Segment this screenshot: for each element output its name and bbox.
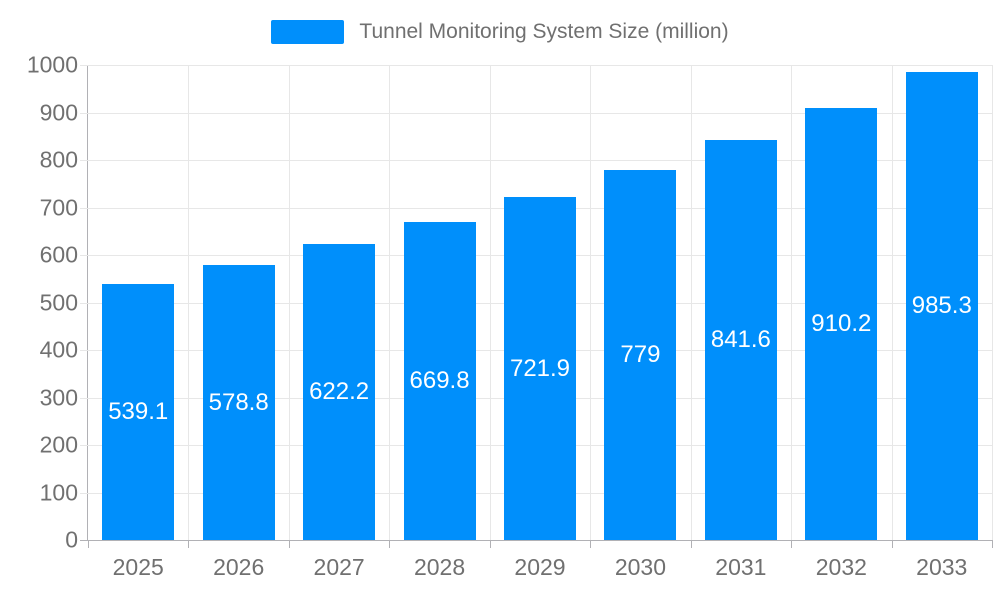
x-axis-label: 2029 (514, 554, 566, 580)
y-axis-label: 600 (39, 241, 78, 268)
x-axis-tick (389, 540, 391, 548)
bar-value-label: 910.2 (811, 309, 872, 337)
bar-value-label: 669.8 (409, 366, 470, 394)
bar-value-label: 578.8 (208, 388, 269, 416)
bar[interactable]: 910.2 (805, 107, 878, 540)
legend-marker (271, 20, 345, 44)
x-axis-label: 2031 (715, 554, 767, 580)
v-gridline (389, 65, 391, 540)
bar[interactable]: 669.8 (403, 221, 476, 540)
x-axis-tick (791, 540, 793, 548)
bar[interactable]: 841.6 (704, 140, 777, 540)
y-axis-label: 100 (39, 479, 78, 505)
x-axis-tick (489, 540, 491, 548)
y-axis-label: 300 (39, 384, 78, 410)
y-axis-label: 500 (39, 289, 78, 315)
y-axis-label: 800 (39, 146, 78, 173)
x-axis-label: 2025 (112, 554, 164, 580)
y-axis-label: 200 (39, 431, 78, 458)
x-axis-tick (690, 540, 692, 548)
h-gridline (80, 160, 992, 161)
h-gridline (80, 112, 992, 114)
h-gridline (80, 540, 992, 541)
x-axis-label: 2032 (815, 554, 867, 580)
y-axis-label: 700 (39, 194, 78, 220)
x-axis-label: 2027 (313, 554, 365, 580)
y-axis-label: 0 (65, 526, 78, 553)
x-axis-tick (88, 540, 89, 548)
x-axis-label: 2028 (413, 554, 466, 580)
bar-value-label: 622.2 (309, 378, 370, 406)
y-axis-label: 400 (39, 336, 78, 363)
y-axis-label: 900 (39, 99, 78, 125)
v-gridline (791, 65, 793, 540)
v-gridline (992, 65, 993, 540)
bar[interactable]: 622.2 (303, 244, 376, 540)
v-gridline (891, 65, 893, 540)
plot-area: 539.1 578.8 622.2 669.8 721.9 779 841.6 910.2 98… (80, 65, 993, 548)
legend-item[interactable]: Tunnel Monitoring System Size (million) (0, 16, 1000, 48)
x-axis-tick (590, 540, 592, 548)
h-gridline (80, 65, 992, 66)
bar-value-label: 841.6 (710, 326, 771, 354)
x-axis-tick (992, 540, 993, 548)
bar[interactable]: 779 (604, 169, 677, 540)
bar[interactable]: 721.9 (504, 197, 576, 540)
bar-value-label: 985.3 (911, 291, 972, 319)
x-axis-tick (188, 540, 190, 548)
x-axis-tick (288, 540, 290, 548)
x-axis-tick (891, 540, 893, 548)
x-axis-label: 2033 (916, 554, 968, 580)
x-axis-label: 2026 (213, 554, 265, 580)
bar[interactable]: 578.8 (202, 265, 275, 540)
bar-value-label: 539.1 (108, 397, 169, 425)
v-gridline (188, 65, 190, 540)
x-axis-label: 2030 (614, 554, 667, 580)
v-gridline (489, 65, 491, 540)
bar-value-label: 721.9 (509, 354, 571, 382)
v-gridline (288, 65, 290, 540)
y-axis-label: 1000 (26, 51, 78, 78)
v-gridline (690, 65, 692, 540)
v-gridline (590, 65, 592, 540)
bar[interactable]: 539.1 (102, 283, 175, 540)
bar-value-label: 779 (620, 340, 661, 368)
bar[interactable]: 985.3 (905, 71, 978, 540)
legend-label: Tunnel Monitoring System Size (million) (359, 20, 729, 43)
